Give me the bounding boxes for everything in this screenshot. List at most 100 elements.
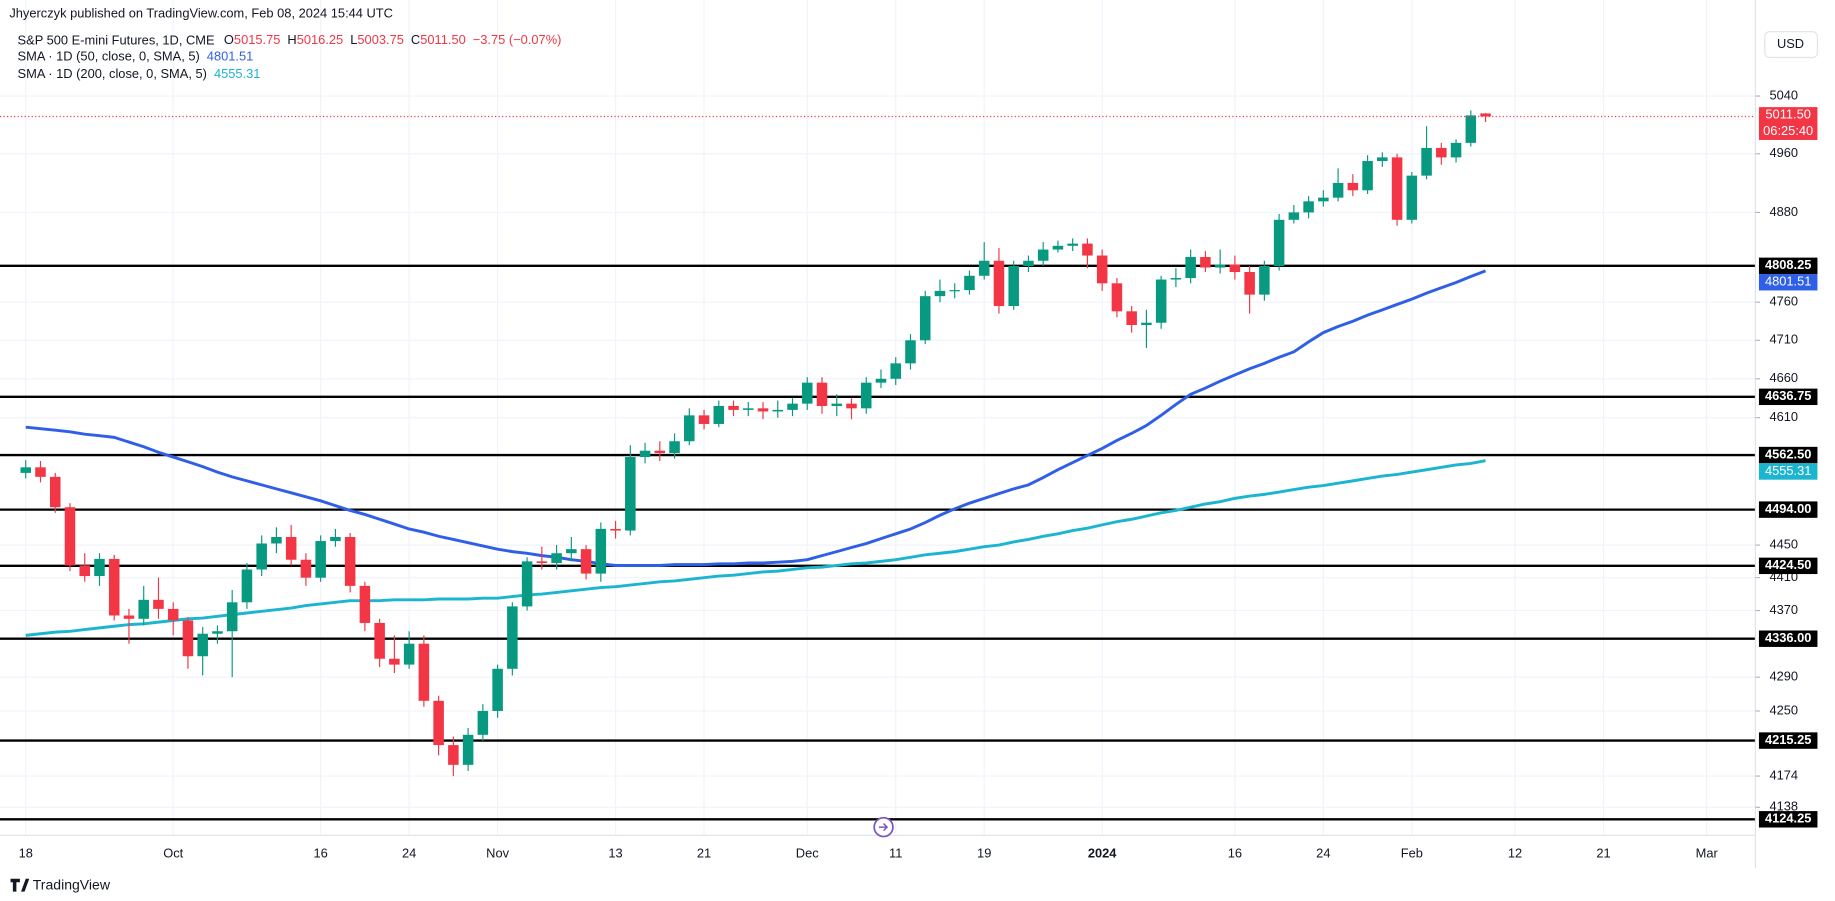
- ma-label-box: [1758, 274, 1818, 291]
- legend: SMA · 1D (50, close, 0, SMA, 5) 4801.51 SM…: [18, 32, 562, 81]
- candle-body: [625, 457, 636, 531]
- candle-body: [1406, 175, 1418, 220]
- x-tick-label: Nov: [486, 845, 509, 860]
- last-price-box: [1758, 107, 1818, 140]
- candle-body: [462, 734, 474, 765]
- y-tick-label: 5040: [1769, 87, 1798, 102]
- y-tick-label: 4138: [1769, 799, 1798, 814]
- candle-body: [1288, 212, 1300, 220]
- x-tick-label: 19: [977, 845, 991, 860]
- level-label: 4636.75: [1765, 388, 1811, 403]
- publish-header: Jhyerczyk published on TradingView.com, …: [9, 5, 393, 20]
- candle-body: [167, 608, 179, 621]
- candle-body: [197, 633, 208, 657]
- candle-body: [35, 467, 46, 477]
- y-tick-label: 4710: [1769, 332, 1798, 347]
- candle-body: [79, 565, 90, 577]
- x-tick-label: 21: [697, 845, 711, 860]
- candle-body: [123, 615, 135, 619]
- candle-body: [1391, 157, 1403, 220]
- level-label: 4424.50: [1765, 557, 1811, 572]
- candle-body: [1259, 266, 1270, 295]
- level-label: 4215.25: [1765, 732, 1811, 747]
- currency-button[interactable]: [1764, 31, 1819, 59]
- level-label: 4494.00: [1765, 501, 1811, 516]
- candle-body: [669, 441, 680, 454]
- candle-body: [713, 405, 725, 424]
- ohlc-key: L: [350, 32, 357, 47]
- y-tick-label: 4760: [1769, 294, 1798, 309]
- candle-body: [1067, 243, 1078, 246]
- candle-body: [330, 537, 341, 542]
- ohlc-value: 5003.75: [357, 32, 403, 47]
- candle-body: [1096, 255, 1108, 284]
- x-tick-label: Feb: [1401, 845, 1423, 860]
- candle-body: [182, 620, 194, 657]
- candle-body: [138, 599, 149, 619]
- legend-value: 4801.51: [207, 49, 253, 64]
- candle-body: [94, 558, 105, 577]
- plot-area: [0, 110, 1756, 821]
- ohlc-legend: O5015.75 H5016.25 L5003.75 C5011.50 −3.75 (−…: [224, 32, 562, 47]
- moving-average-line: [25, 459, 1486, 637]
- candle-body: [743, 408, 754, 410]
- ma-value-label: 4801.51: [1765, 274, 1811, 289]
- candle-body: [654, 450, 666, 454]
- level-label-box: [1758, 811, 1818, 828]
- candle-body: [1332, 182, 1344, 198]
- x-tick-label: 16: [1228, 845, 1242, 860]
- candle-body: [816, 382, 828, 406]
- candle-body: [108, 558, 120, 616]
- legend-entry: SMA · 1D (50, close, 0, SMA, 5) 4801.51: [18, 49, 254, 64]
- candle-body: [64, 507, 76, 566]
- candle-body: [610, 528, 621, 531]
- candle-body: [1347, 182, 1359, 191]
- legend-entry: SMA · 1D (200, close, 0, SMA, 5) 4555.31: [18, 66, 261, 81]
- candle-body: [1008, 266, 1019, 306]
- candle-body: [521, 561, 533, 607]
- candle-body: [433, 700, 444, 746]
- candle-body: [757, 408, 769, 412]
- candle-body: [860, 382, 872, 409]
- y-tick-label: 4250: [1769, 702, 1798, 717]
- candle-body: [315, 541, 326, 578]
- x-tick-label: 24: [402, 845, 416, 860]
- candle-body: [1244, 272, 1255, 295]
- candle-body: [684, 415, 695, 442]
- candle-body: [964, 275, 975, 291]
- x-tick-label: 2024: [1088, 845, 1117, 860]
- grid: [0, 0, 1756, 836]
- candle-body: [344, 537, 356, 586]
- price-change: −3.75 (−0.07%): [473, 32, 562, 47]
- brand-logo: [10, 878, 30, 892]
- candle-body: [359, 585, 371, 623]
- x-tick-label: 18: [19, 845, 33, 860]
- x-tick-label: 13: [608, 845, 622, 860]
- candle-body: [639, 450, 651, 458]
- level-label-box: [1758, 388, 1818, 406]
- candle-body: [728, 405, 739, 410]
- moving-average-line: [25, 269, 1487, 567]
- ohlc-value: 5016.25: [297, 32, 343, 47]
- level-label-box: [1758, 446, 1818, 464]
- x-tick-label: 11: [889, 845, 902, 860]
- candle-body: [1155, 279, 1167, 323]
- candle-body: [153, 599, 164, 609]
- candle-body: [1273, 219, 1285, 267]
- candle-body: [595, 528, 607, 574]
- x-tick-label: Dec: [796, 845, 819, 860]
- y-tick-label: 4370: [1769, 602, 1798, 617]
- candle-body: [1214, 264, 1226, 268]
- candle-body: [772, 409, 784, 412]
- candle-body: [1480, 113, 1491, 117]
- candle-body: [1170, 278, 1182, 280]
- level-label-box: [1758, 557, 1818, 575]
- candle-body: [993, 260, 1005, 306]
- level-label-box: [1758, 630, 1818, 647]
- ma-value-label: 4555.31: [1765, 463, 1811, 478]
- candle-body: [389, 658, 400, 665]
- currency-label[interactable]: USD: [1777, 36, 1804, 51]
- candle-body: [890, 363, 901, 379]
- ohlc-key: O: [224, 32, 234, 47]
- level-label-box: [1758, 732, 1818, 749]
